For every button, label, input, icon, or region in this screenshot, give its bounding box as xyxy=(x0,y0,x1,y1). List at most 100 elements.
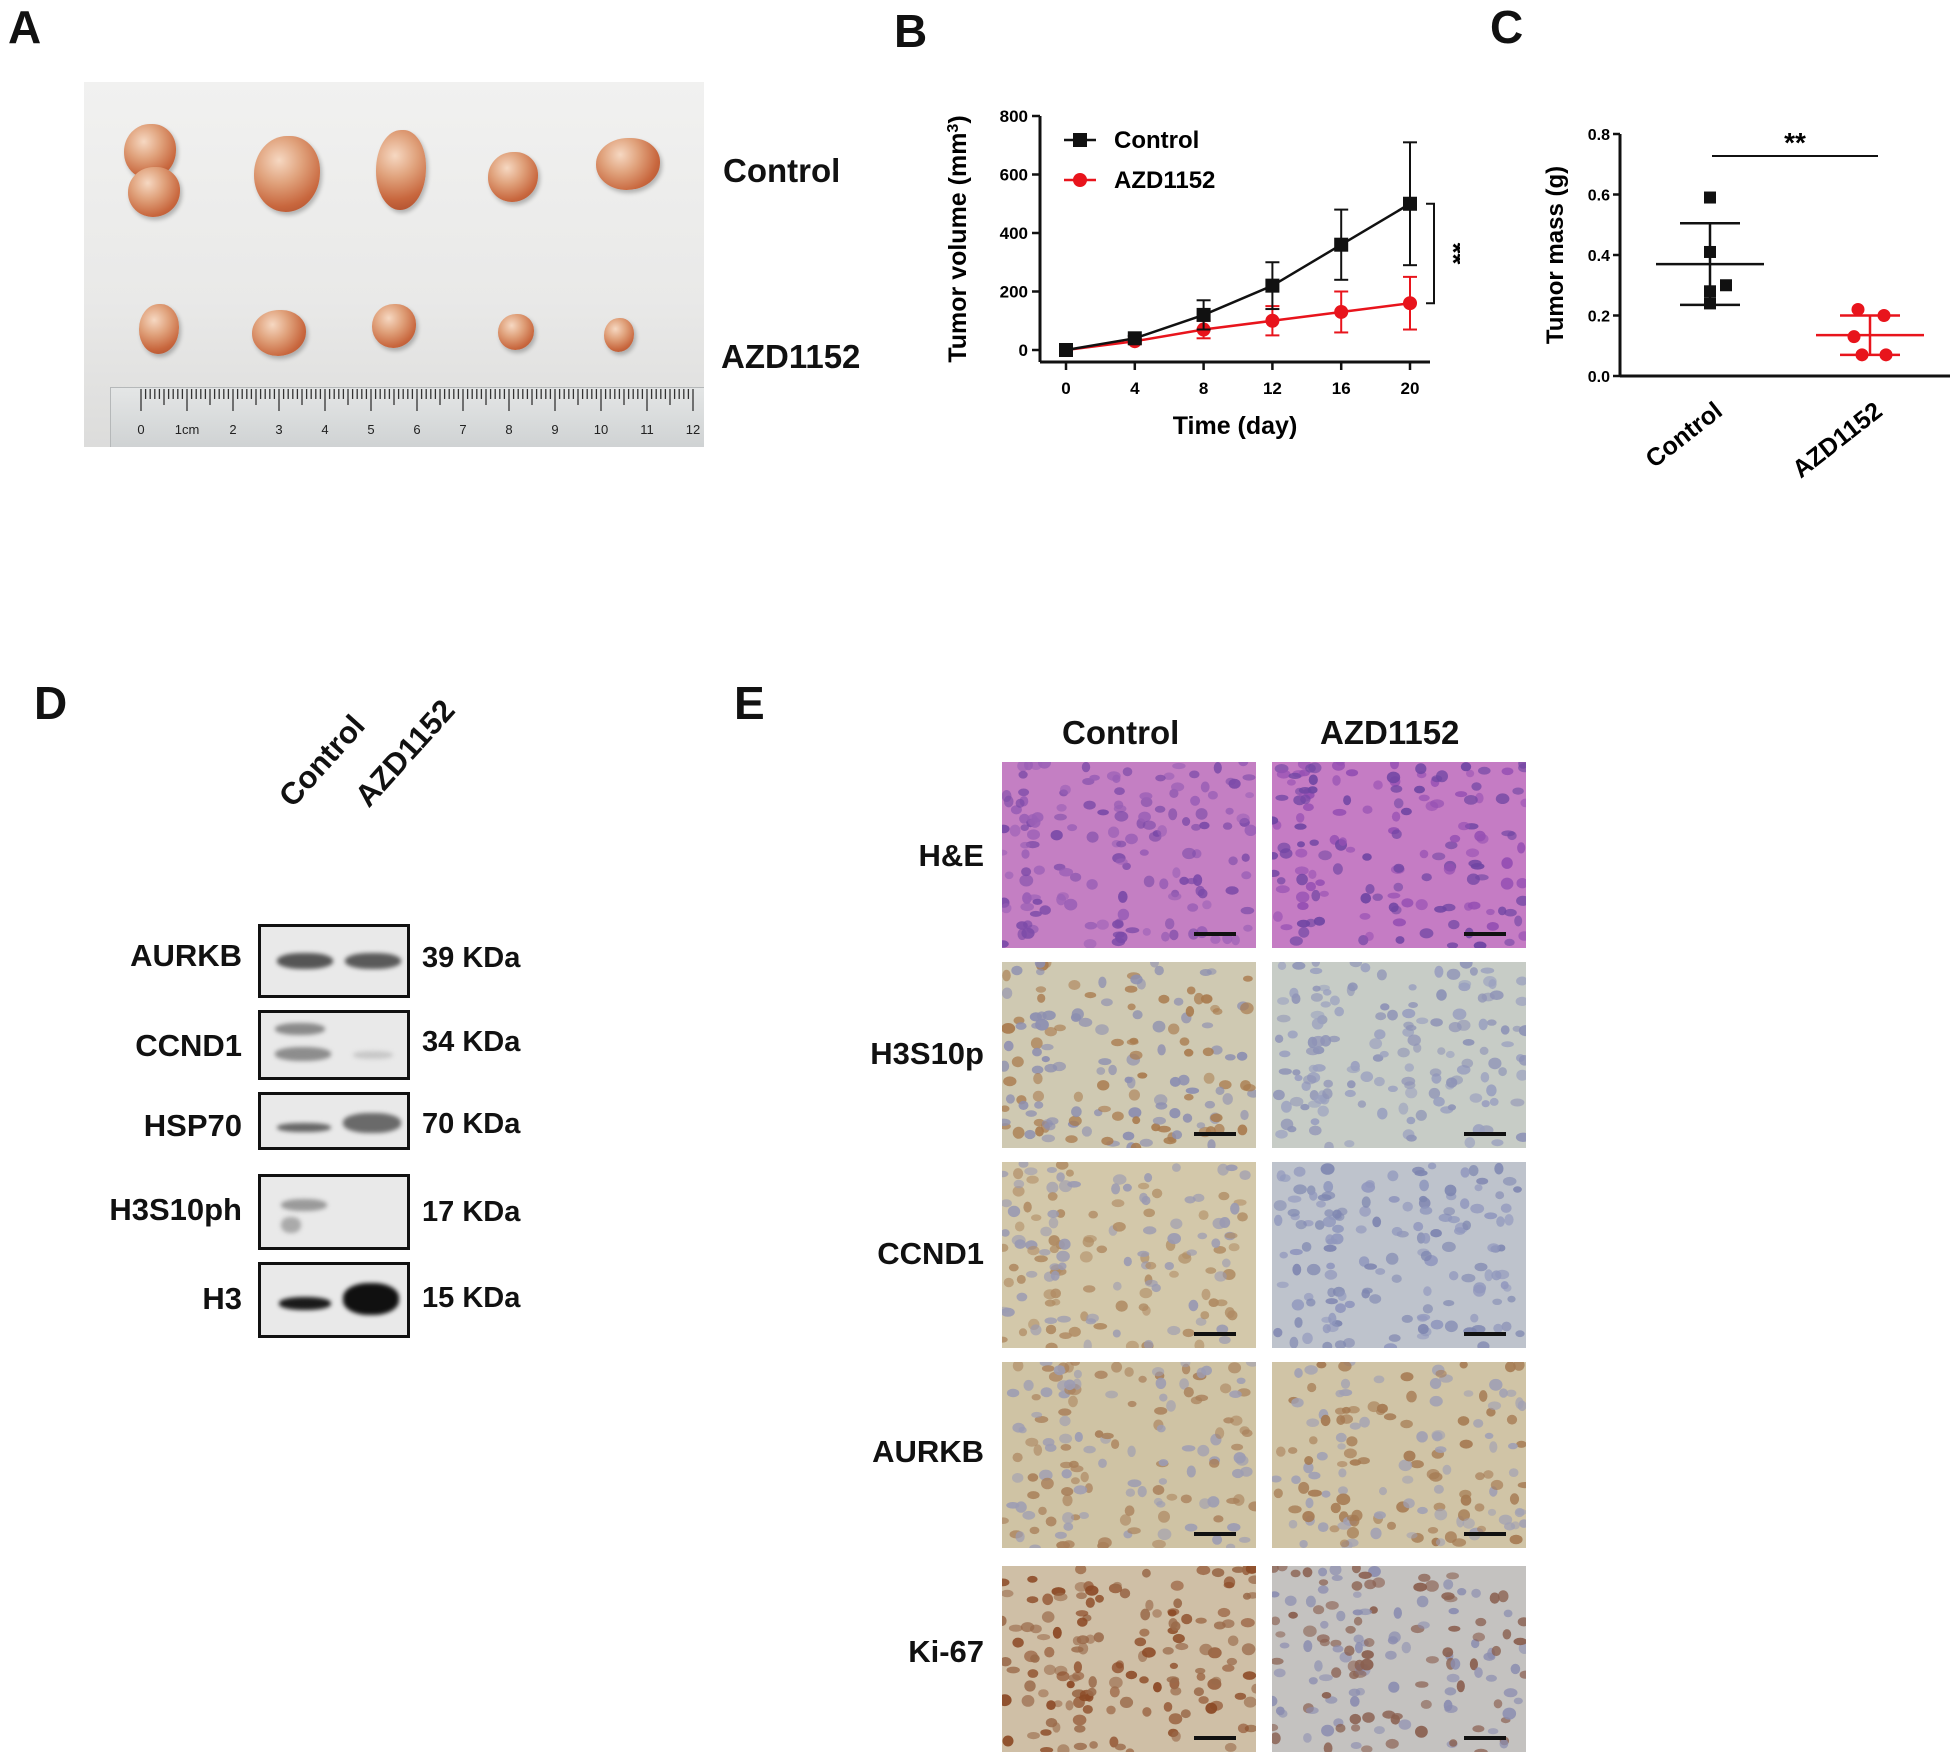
cell-nucleus xyxy=(1418,1573,1431,1582)
cell-nucleus xyxy=(1446,1673,1460,1683)
kda-h3: 15 KDa xyxy=(422,1282,521,1314)
cell-nucleus xyxy=(1344,1089,1356,1098)
cell-nucleus xyxy=(1212,1534,1223,1545)
cell-nucleus xyxy=(1322,1341,1333,1348)
cell-nucleus xyxy=(1513,1697,1523,1705)
cell-nucleus xyxy=(1057,1315,1071,1323)
cell-nucleus xyxy=(1510,1098,1525,1107)
cell-nucleus xyxy=(1316,1362,1327,1369)
cell-nucleus xyxy=(1335,1723,1346,1733)
cell-nucleus xyxy=(1415,1725,1428,1738)
cell-nucleus xyxy=(1364,1263,1377,1270)
cell-nucleus xyxy=(1082,1705,1093,1714)
cell-nucleus xyxy=(1385,1252,1399,1265)
cell-nucleus xyxy=(1168,1023,1180,1035)
cell-nucleus xyxy=(1326,1323,1339,1333)
cell-nucleus xyxy=(1179,876,1189,885)
cell-nucleus xyxy=(1465,848,1480,858)
cell-nucleus xyxy=(1311,1018,1324,1030)
cell-nucleus xyxy=(1125,1340,1139,1348)
series-line-control xyxy=(1065,202,1411,352)
cell-nucleus xyxy=(1349,1713,1361,1725)
cell-nucleus xyxy=(1084,921,1098,930)
cell-nucleus xyxy=(1471,1588,1481,1598)
cell-nucleus xyxy=(1242,1671,1256,1680)
y-axis-label-text: Tumor volume (mm xyxy=(944,133,972,363)
cell-nucleus xyxy=(1248,1575,1256,1584)
cell-nucleus xyxy=(1444,1687,1457,1696)
cell-nucleus xyxy=(1311,962,1320,967)
cell-nucleus xyxy=(1081,1126,1092,1137)
cell-nucleus xyxy=(1063,1522,1074,1531)
cell-nucleus xyxy=(1430,1018,1443,1027)
band xyxy=(275,1047,331,1061)
cell-nucleus xyxy=(1436,989,1447,1001)
cell-nucleus xyxy=(1041,1134,1055,1143)
cell-nucleus xyxy=(1323,1742,1333,1752)
cell-nucleus xyxy=(1194,1339,1205,1348)
cell-nucleus xyxy=(1279,1642,1290,1649)
cell-nucleus xyxy=(1180,1362,1191,1368)
cell-nucleus xyxy=(1237,1124,1248,1136)
cell-nucleus xyxy=(1469,967,1478,976)
cell-nucleus xyxy=(1078,1642,1089,1655)
cell-nucleus xyxy=(1029,910,1042,917)
cell-nucleus xyxy=(1011,1056,1024,1068)
cell-nucleus xyxy=(1298,1481,1310,1494)
ihc-tile-r1-c2 xyxy=(1272,762,1526,948)
cell-nucleus xyxy=(1357,1100,1367,1108)
cell-nucleus xyxy=(1388,1681,1400,1693)
cell-nucleus xyxy=(1018,1328,1028,1337)
cell-nucleus xyxy=(1193,992,1204,1005)
cell-nucleus xyxy=(1344,1645,1355,1656)
cell-nucleus xyxy=(1319,1674,1333,1682)
data-point xyxy=(1704,285,1716,298)
cell-nucleus xyxy=(1363,1638,1375,1647)
cell-nucleus xyxy=(1323,1079,1333,1088)
cell-nucleus xyxy=(1152,1485,1165,1495)
cell-nucleus xyxy=(1209,1458,1220,1468)
data-point xyxy=(1855,348,1869,362)
cell-nucleus xyxy=(1167,1233,1181,1245)
cell-nucleus xyxy=(1062,1512,1075,1524)
cell-nucleus xyxy=(1519,1670,1526,1679)
cell-nucleus xyxy=(1127,1479,1142,1488)
cell-nucleus xyxy=(1139,792,1153,800)
ruler-label: 8 xyxy=(505,422,512,437)
cell-nucleus xyxy=(1070,1465,1084,1473)
cell-nucleus xyxy=(1088,1210,1098,1219)
cell-nucleus xyxy=(1098,1458,1107,1468)
cell-nucleus xyxy=(1220,1383,1232,1394)
cell-nucleus xyxy=(1448,1607,1459,1615)
cell-nucleus xyxy=(1513,1637,1526,1646)
cell-nucleus xyxy=(1086,831,1099,843)
cell-nucleus xyxy=(1180,1494,1192,1504)
cell-nucleus xyxy=(1054,813,1067,821)
cell-nucleus xyxy=(1170,1686,1182,1696)
cell-nucleus xyxy=(1294,1368,1303,1378)
cell-nucleus xyxy=(1029,1544,1041,1548)
cell-nucleus xyxy=(1276,1446,1286,1457)
cell-nucleus xyxy=(1442,1464,1452,1475)
cell-nucleus xyxy=(1125,1748,1135,1752)
cell-nucleus xyxy=(1127,1400,1137,1408)
cell-nucleus xyxy=(1214,1271,1227,1282)
cell-nucleus xyxy=(1488,1057,1502,1070)
cell-nucleus xyxy=(1516,878,1526,889)
cell-nucleus xyxy=(1391,1713,1403,1720)
cell-nucleus xyxy=(1509,1493,1520,1505)
cell-nucleus xyxy=(1474,830,1486,842)
cell-nucleus xyxy=(1406,1390,1417,1403)
cell-nucleus xyxy=(1053,1365,1066,1376)
cell-nucleus xyxy=(1516,976,1526,986)
ihc-row-he: H&E xyxy=(918,838,984,873)
data-point xyxy=(1334,304,1349,319)
cell-nucleus xyxy=(1182,847,1196,860)
cell-nucleus xyxy=(1046,1167,1057,1173)
cell-nucleus xyxy=(1462,1039,1475,1046)
cell-nucleus xyxy=(1272,1566,1279,1573)
cell-nucleus xyxy=(1401,1076,1416,1086)
cell-nucleus xyxy=(1373,1726,1385,1735)
cell-nucleus xyxy=(1153,1497,1163,1506)
cell-nucleus xyxy=(1241,1643,1256,1656)
